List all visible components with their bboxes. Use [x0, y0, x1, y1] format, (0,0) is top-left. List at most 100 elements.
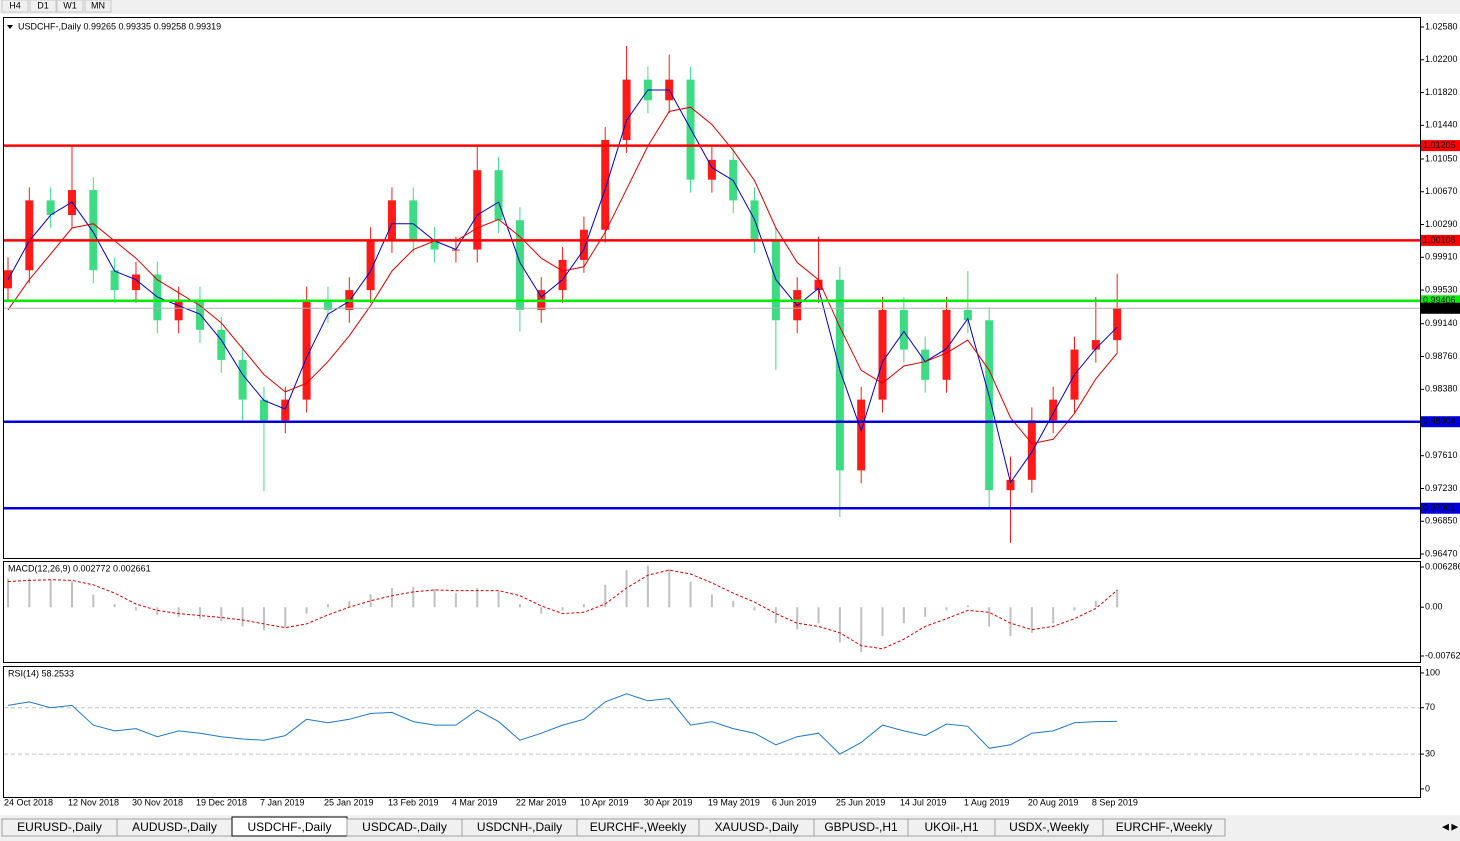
tab-label[interactable]: USDX-,Weekly	[1009, 820, 1089, 834]
macd-bar	[92, 594, 95, 608]
tab-label[interactable]: XAUUSD-,Daily	[714, 820, 798, 834]
tab[interactable]: USDX-,Weekly	[994, 818, 1104, 837]
timeframe-label[interactable]: MN	[91, 0, 105, 10]
macd-bar	[497, 591, 500, 608]
y-tick-label: 0.97230	[1425, 483, 1458, 493]
macd-bar	[582, 604, 585, 608]
candle-body	[473, 170, 482, 250]
candle-body	[857, 399, 866, 471]
candle-body	[494, 170, 503, 221]
candle-body	[1027, 420, 1036, 480]
level-label: 0.97001	[1423, 503, 1456, 513]
y-tick-label: 0.96470	[1425, 548, 1458, 558]
macd-bar	[113, 604, 116, 608]
y-tick-label: 0.00	[1425, 602, 1443, 612]
timeframe-label[interactable]: W1	[63, 0, 77, 10]
toolbar	[0, 0, 1460, 14]
y-tick-label: 1.00290	[1425, 219, 1458, 229]
tab-label[interactable]: GBPUSD-,H1	[824, 820, 898, 834]
tab-label[interactable]: EURUSD-,Daily	[17, 820, 102, 834]
timeframe-button[interactable]	[29, 0, 57, 13]
y-tick-label: 0.98760	[1425, 351, 1458, 361]
timeframe-label[interactable]: D1	[37, 0, 49, 10]
candle-body	[25, 200, 34, 271]
macd-bar	[177, 607, 180, 617]
macd-bar	[49, 579, 52, 608]
tab[interactable]: UKOil-,H1	[907, 818, 996, 837]
timeframe-button[interactable]	[56, 0, 84, 13]
macd-bar	[689, 581, 692, 608]
tab[interactable]: AUDUSD-,Daily	[116, 818, 233, 837]
candle-body	[1006, 479, 1015, 491]
macd-bar	[1052, 607, 1055, 624]
x-tick-label: 8 Sep 2019	[1092, 797, 1138, 807]
candle-body	[281, 399, 290, 421]
macd-bar	[988, 607, 991, 627]
tab-box[interactable]	[1102, 818, 1226, 837]
indicator-title: MACD(12,26,9) 0.002772 0.002661	[8, 563, 151, 573]
candle-body	[579, 229, 588, 260]
candle-body	[89, 190, 98, 271]
macd-bar	[412, 586, 415, 608]
macd-bar	[945, 607, 948, 611]
candle-body	[387, 200, 396, 241]
macd-bar	[7, 578, 9, 608]
candle-body	[302, 299, 311, 400]
candle-body	[430, 240, 439, 250]
scroll-arrows[interactable]: ◀ ▶	[1442, 821, 1458, 831]
y-tick-label: 1.00670	[1425, 186, 1458, 196]
tab-label[interactable]: EURCHF-,Weekly	[1116, 820, 1212, 834]
tab[interactable]: GBPUSD-,H1	[813, 818, 909, 837]
candle-body	[622, 79, 631, 141]
tab[interactable]: EURCHF-,Weekly	[576, 818, 700, 837]
macd-bar	[1116, 589, 1119, 608]
candle-body	[814, 279, 823, 291]
price-panel	[3, 17, 1421, 559]
timeframe-button[interactable]	[84, 0, 112, 13]
level-label: 1.00106	[1423, 235, 1456, 245]
tab-label[interactable]: USDCHF-,Daily	[248, 820, 332, 834]
tab[interactable]: EURCHF-,Weekly	[1102, 818, 1226, 837]
tab-label[interactable]: AUDUSD-,Daily	[132, 820, 217, 834]
tab-label[interactable]: USDCAD-,Daily	[362, 820, 447, 834]
macd-bar	[518, 604, 521, 608]
candle-body	[323, 299, 332, 310]
y-tick-label: 100	[1425, 667, 1440, 677]
tab-label[interactable]: USDCNH-,Daily	[477, 820, 562, 834]
chart-title: USDCHF-,Daily 0.99265 0.99335 0.99258 0.…	[18, 21, 221, 31]
macd-bar	[198, 607, 201, 619]
macd-bar	[774, 607, 777, 624]
macd-bar	[134, 607, 137, 611]
macd-bar	[796, 607, 799, 630]
tab-label[interactable]: EURCHF-,Weekly	[590, 820, 686, 834]
tab[interactable]: USDCNH-,Daily	[461, 818, 578, 837]
y-tick-label: 0	[1425, 783, 1430, 793]
rsi-panel	[3, 666, 1421, 798]
timeframe-label[interactable]: H4	[9, 0, 21, 10]
candle-body	[835, 279, 844, 471]
tab[interactable]: USDCHF-,Daily	[231, 816, 348, 837]
macd-bar	[710, 594, 713, 608]
y-tick-label: 30	[1425, 748, 1435, 758]
tab[interactable]: XAUUSD-,Daily	[698, 818, 815, 837]
level-label-box	[1421, 234, 1460, 246]
x-tick-label: 22 Mar 2019	[516, 797, 567, 807]
macd-bar	[732, 600, 735, 608]
macd-bar	[28, 578, 31, 608]
candle-body	[110, 270, 119, 291]
x-tick-label: 25 Jan 2019	[324, 797, 374, 807]
x-tick-label: 30 Apr 2019	[644, 797, 693, 807]
tab[interactable]: EURUSD-,Daily	[1, 818, 118, 837]
y-tick-label: 0.98380	[1425, 384, 1458, 394]
macd-bar	[561, 607, 564, 611]
macd-bar	[646, 565, 649, 608]
level-label: 0.98004	[1423, 416, 1456, 426]
candle-body	[515, 220, 524, 310]
rsi-line	[7, 693, 1118, 755]
tab[interactable]: USDCAD-,Daily	[346, 818, 463, 837]
tab-label[interactable]: UKOil-,H1	[924, 820, 978, 834]
timeframe-button[interactable]	[1, 0, 29, 13]
macd-bar	[668, 568, 671, 608]
collapse-arrow[interactable]	[7, 25, 13, 29]
